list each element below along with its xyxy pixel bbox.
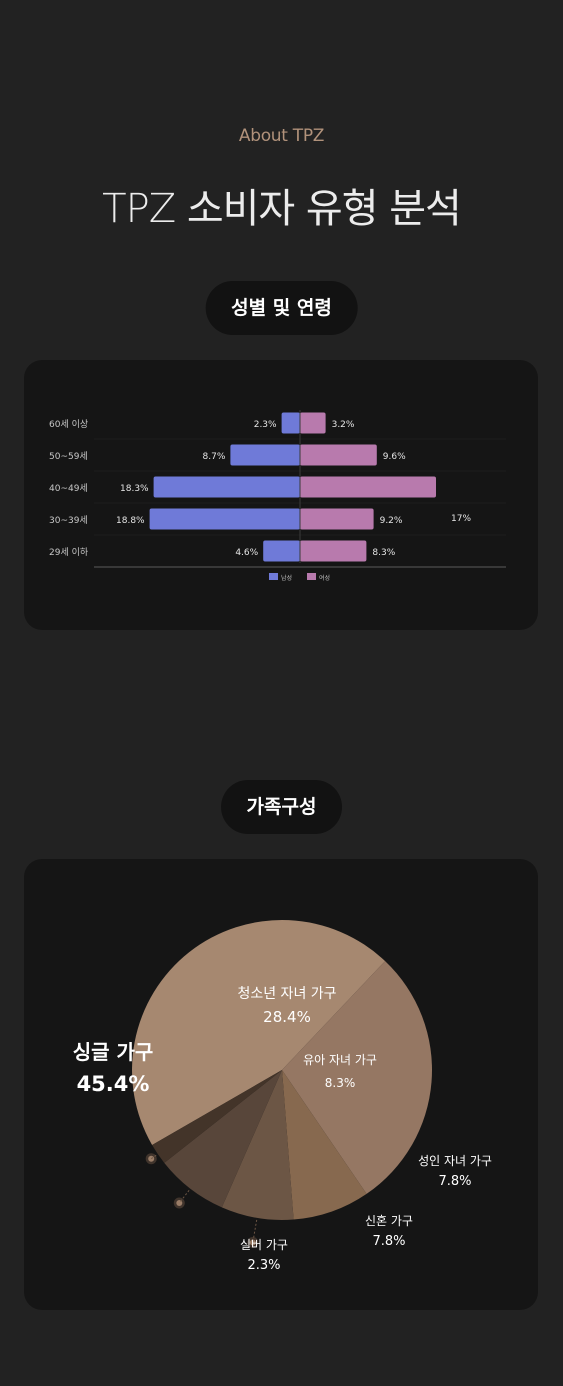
bar-male — [149, 508, 300, 530]
bar-label-male: 18.3% — [120, 484, 149, 494]
age-category-label: 30~39세 — [49, 515, 88, 526]
pie-slice-value: 2.3% — [247, 1258, 280, 1273]
bar-label-female: 9.6% — [383, 452, 406, 462]
bar-label-male: 18.8% — [116, 516, 145, 526]
eyebrow-label: About TPZ — [238, 126, 325, 146]
bar-male — [230, 444, 300, 466]
page-title: TPZ 소비자 유형 분석 — [102, 186, 462, 232]
bar-female — [300, 508, 374, 530]
bar-female — [300, 444, 377, 466]
legend-swatch-female — [307, 573, 316, 580]
pie-leader-dot — [148, 1155, 155, 1162]
age-category-label: 29세 이하 — [49, 547, 89, 558]
pie-slice — [221, 1070, 294, 1220]
family-chart-card: 싱글 가구 45.4% 청소년 자녀 가구 28.4% 유아 자녀 가구 8.3% 성인 자… — [24, 859, 538, 1310]
pie-slice-value: 8.3% — [325, 1076, 356, 1090]
legend-label-female: 여성 — [319, 574, 330, 582]
bar-label-female: 3.2% — [332, 420, 355, 430]
bar-male — [281, 412, 300, 434]
bar-male — [153, 476, 300, 498]
bar-label-male: 4.6% — [235, 548, 258, 558]
bar-label-male: 2.3% — [254, 420, 277, 430]
age-category-label: 50~59세 — [49, 451, 88, 462]
bar-female — [300, 540, 367, 562]
family-pie-chart: 싱글 가구 45.4% 청소년 자녀 가구 28.4% 유아 자녀 가구 8.3% 성인 자… — [73, 920, 492, 1273]
section-pill-family: 가족구성 — [220, 780, 343, 834]
legend-swatch-male — [269, 573, 278, 580]
pie-slice-name: 유아 자녀 가구 — [303, 1053, 377, 1067]
pie-slice — [282, 1070, 367, 1220]
bar-label-female: 9.2% — [380, 516, 403, 526]
bar-female — [300, 412, 326, 434]
gender-age-bar-chart: 60세 이상 2.3% 3.2% 50~59세 8.7% 9.6% 40~49세 18.3% 1… — [49, 410, 506, 582]
pie-slice-name: 신혼 가구 — [365, 1214, 413, 1228]
pie-slice — [152, 1070, 282, 1163]
pie-slice — [132, 920, 386, 1145]
pie-slice-name: 성인 자녀 가구 — [418, 1154, 492, 1168]
pie-slice-name: 실버 가구 — [240, 1238, 288, 1252]
gender-age-chart-card: 60세 이상 2.3% 3.2% 50~59세 8.7% 9.6% 40~49세 18.3% 1… — [24, 360, 538, 630]
section-pill-gender-age: 성별 및 연령 — [205, 281, 358, 335]
pie-leader-dot — [249, 1239, 256, 1246]
bar-male — [263, 540, 300, 562]
legend-label-male: 남성 — [281, 574, 292, 582]
pie-slice-value: 7.8% — [372, 1234, 405, 1249]
pie-leader-line — [150, 1154, 157, 1160]
pie-slice-value: 7.8% — [438, 1174, 471, 1189]
bar-label-female: 17% — [451, 514, 471, 524]
bar-label-female: 8.3% — [372, 548, 395, 558]
pie-leader-line — [178, 1189, 190, 1204]
pie-slice — [164, 1070, 282, 1208]
pie-slice-value: 45.4% — [77, 1072, 150, 1096]
bar-female — [300, 476, 436, 498]
bar-label-male: 8.7% — [203, 452, 226, 462]
age-category-label: 40~49세 — [49, 483, 88, 494]
age-category-label: 60세 이상 — [49, 419, 88, 430]
pie-slice-name: 싱글 가구 — [73, 1040, 154, 1064]
pie-slice-value: 28.4% — [263, 1008, 311, 1026]
pie-slice-name: 청소년 자녀 가구 — [237, 986, 336, 1002]
pie-slice — [282, 961, 432, 1194]
